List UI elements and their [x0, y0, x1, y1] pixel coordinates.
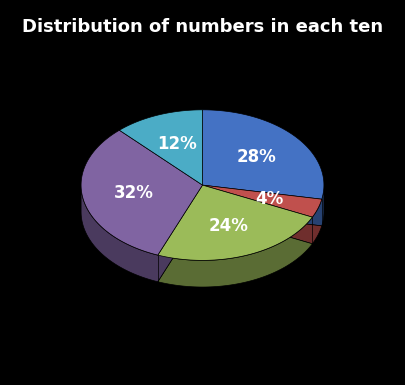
- Polygon shape: [158, 185, 312, 287]
- Polygon shape: [202, 185, 324, 226]
- Polygon shape: [158, 185, 312, 260]
- Text: Distribution of numbers in each ten: Distribution of numbers in each ten: [22, 18, 383, 36]
- Text: 24%: 24%: [209, 217, 248, 235]
- Text: 12%: 12%: [157, 136, 196, 154]
- Text: 28%: 28%: [237, 148, 277, 166]
- Polygon shape: [202, 185, 322, 244]
- Polygon shape: [202, 185, 322, 217]
- Text: 4%: 4%: [256, 189, 284, 208]
- Text: 32%: 32%: [113, 184, 153, 202]
- Polygon shape: [81, 130, 202, 255]
- Polygon shape: [119, 110, 202, 185]
- Polygon shape: [81, 185, 202, 282]
- Polygon shape: [202, 110, 324, 199]
